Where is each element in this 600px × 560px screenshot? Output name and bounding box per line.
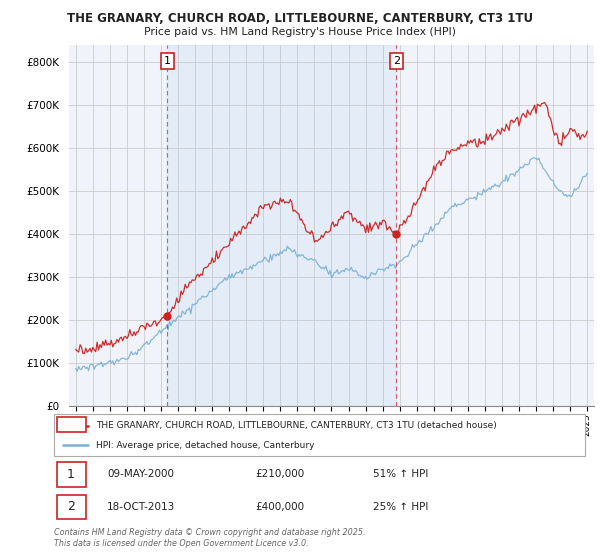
Text: 18-OCT-2013: 18-OCT-2013 (107, 502, 175, 511)
FancyBboxPatch shape (56, 463, 86, 487)
Text: 51% ↑ HPI: 51% ↑ HPI (373, 469, 428, 479)
Bar (167, 45, 396, 406)
Bar (56, 417, 86, 432)
Text: £400,000: £400,000 (256, 502, 305, 511)
Text: 2: 2 (67, 500, 75, 513)
Text: £210,000: £210,000 (256, 469, 305, 479)
Text: Price paid vs. HM Land Registry's House Price Index (HPI): Price paid vs. HM Land Registry's House … (144, 27, 456, 37)
Text: HPI: Average price, detached house, Canterbury: HPI: Average price, detached house, Cant… (97, 441, 315, 450)
Text: 1: 1 (164, 56, 171, 66)
Text: THE GRANARY, CHURCH ROAD, LITTLEBOURNE, CANTERBURY, CT3 1TU: THE GRANARY, CHURCH ROAD, LITTLEBOURNE, … (67, 12, 533, 25)
Text: 09-MAY-2000: 09-MAY-2000 (107, 469, 174, 479)
FancyBboxPatch shape (56, 494, 86, 519)
Text: Contains HM Land Registry data © Crown copyright and database right 2025.
This d: Contains HM Land Registry data © Crown c… (54, 528, 365, 548)
Text: 1: 1 (67, 468, 75, 481)
Text: THE GRANARY, CHURCH ROAD, LITTLEBOURNE, CANTERBURY, CT3 1TU (detached house): THE GRANARY, CHURCH ROAD, LITTLEBOURNE, … (97, 421, 497, 430)
Text: 25% ↑ HPI: 25% ↑ HPI (373, 502, 428, 511)
Text: 2: 2 (393, 56, 400, 66)
